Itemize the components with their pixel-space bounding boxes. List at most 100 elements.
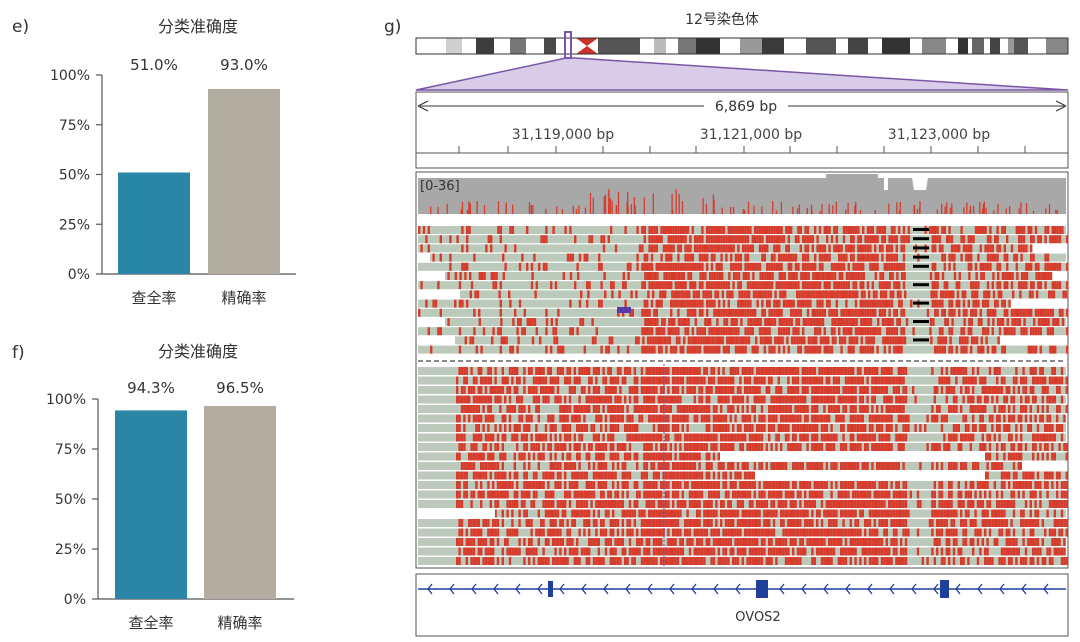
read-mismatch [609, 500, 612, 508]
read-mismatch [557, 345, 560, 354]
read-mismatch [781, 290, 784, 299]
read-mismatch [619, 395, 622, 404]
f-y-tick-label-4: 100% [46, 392, 86, 408]
read-mismatch [871, 414, 874, 423]
read-mismatch [945, 395, 948, 404]
read-mismatch [765, 519, 768, 527]
read-mismatch [741, 500, 744, 508]
read-mismatch [724, 509, 728, 518]
read-mismatch [705, 471, 708, 480]
read-mismatch [489, 490, 492, 499]
read-mismatch [619, 443, 622, 451]
read-mismatch [770, 308, 774, 317]
read-mismatch [720, 509, 723, 518]
read-mismatch [686, 345, 690, 354]
read-mismatch [800, 336, 803, 345]
read-mismatch [993, 462, 996, 470]
read-mismatch [1044, 386, 1047, 394]
read-mismatch [502, 272, 505, 280]
read-mismatch [775, 414, 778, 423]
read-mismatch [585, 367, 588, 375]
read-mismatch [622, 281, 625, 290]
read-mismatch [728, 336, 731, 345]
read-mismatch [732, 226, 735, 234]
read-mismatch [955, 395, 958, 404]
read-mismatch [779, 290, 782, 299]
read-mismatch [521, 327, 524, 336]
read-mismatch [859, 281, 862, 290]
read-mismatch [1029, 490, 1032, 499]
read-mismatch [866, 367, 869, 375]
read-mismatch [710, 244, 714, 253]
read-mismatch [610, 226, 613, 234]
read-mismatch [494, 462, 497, 470]
read-mismatch [785, 226, 788, 234]
read-mismatch [844, 490, 848, 499]
read-mismatch [504, 490, 507, 499]
read-mismatch [885, 462, 888, 470]
read-mismatch [866, 462, 869, 470]
read-mismatch [832, 462, 836, 470]
read-mismatch [1024, 471, 1028, 480]
read-mismatch [835, 226, 838, 234]
read-mismatch [809, 281, 812, 290]
read-gap [1022, 461, 1066, 471]
read-mismatch [458, 424, 461, 432]
read-mismatch [834, 336, 837, 345]
read-mismatch [806, 345, 810, 354]
read-mismatch [890, 226, 894, 234]
ideogram-band-24 [910, 38, 922, 54]
read-mismatch [962, 367, 965, 375]
read-mismatch [561, 509, 564, 518]
read-mismatch [947, 290, 950, 299]
read-mismatch [655, 281, 658, 290]
read-mismatch [979, 395, 982, 404]
read-mismatch [989, 308, 992, 317]
read-mismatch [460, 462, 464, 470]
read-mismatch [818, 345, 822, 354]
read-mismatch [981, 443, 984, 451]
read-mismatch [456, 481, 459, 489]
read-mismatch [859, 244, 862, 253]
read-mismatch [1010, 327, 1014, 336]
read-mismatch [768, 528, 771, 537]
read-mismatch [838, 272, 841, 280]
read-mismatch [571, 414, 574, 423]
read-mismatch [693, 367, 696, 375]
read-mismatch [540, 481, 543, 489]
read-mismatch [1029, 414, 1032, 423]
read-mismatch [489, 405, 492, 413]
read-mismatch [778, 281, 781, 290]
read-mismatch [845, 327, 848, 336]
read-mismatch [578, 414, 581, 423]
read-mismatch [752, 272, 755, 280]
read-mismatch [544, 509, 548, 518]
read-mismatch [607, 509, 610, 518]
read-mismatch [972, 367, 975, 375]
read-mismatch [840, 308, 843, 317]
read-mismatch [866, 519, 869, 527]
read-mismatch [472, 414, 476, 423]
read-mismatch [636, 490, 639, 499]
read-mismatch [703, 327, 706, 336]
read-mismatch [512, 318, 515, 326]
read-mismatch [981, 500, 984, 508]
read-mismatch [848, 290, 852, 299]
read-mismatch [676, 462, 680, 470]
read-mismatch [881, 308, 884, 317]
read-mismatch [492, 281, 495, 290]
read-mismatch [809, 235, 812, 244]
read-mismatch [578, 471, 581, 480]
read-mismatch [900, 299, 903, 308]
read-mismatch [722, 500, 725, 508]
read-mismatch [710, 262, 714, 271]
ideogram-band-6 [526, 38, 544, 54]
read-mismatch [1000, 376, 1004, 385]
read-mismatch [556, 500, 560, 508]
read-mismatch [475, 405, 478, 413]
read-mismatch [727, 299, 730, 308]
read-mismatch [653, 226, 656, 234]
read-mismatch [787, 235, 790, 244]
read-mismatch [825, 386, 828, 394]
read-mismatch [487, 376, 490, 385]
